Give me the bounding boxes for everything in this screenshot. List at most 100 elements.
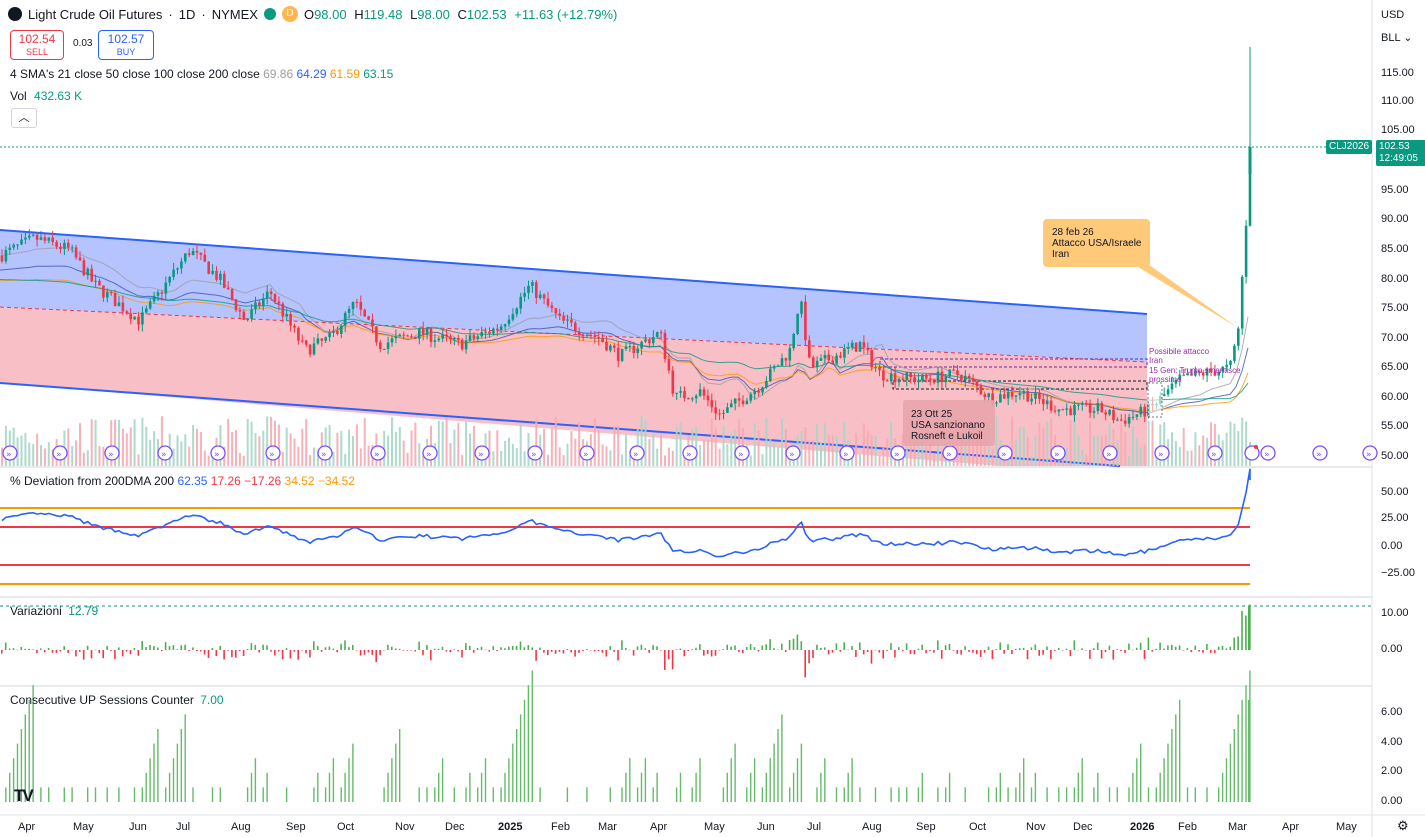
volume-legend[interactable]: Vol 432.63 K <box>10 89 83 103</box>
callout-28feb[interactable] <box>1043 219 1150 267</box>
volume-bar <box>98 446 101 466</box>
volume-bar <box>812 439 815 466</box>
consecutive-bar <box>165 787 167 802</box>
dev-value-0: 62.35 <box>177 474 208 488</box>
candle-body <box>460 339 464 350</box>
zone-box-2[interactable] <box>892 380 1148 390</box>
note-possibile-attacco[interactable]: Possibile attacco Iran <box>1149 347 1210 365</box>
candle-body <box>1084 402 1088 404</box>
currency-selector[interactable]: USD <box>1381 9 1405 21</box>
volume-bar <box>855 432 858 466</box>
candle-body <box>601 338 604 343</box>
chevron-up-icon[interactable]: ︿ <box>11 108 37 128</box>
volume-bar <box>500 450 503 466</box>
volume-bar <box>258 436 261 466</box>
variazioni-bar <box>874 649 877 651</box>
volume-bar <box>293 438 296 466</box>
candle-body <box>59 246 62 249</box>
variazioni-legend[interactable]: Variazioni 12.79 <box>10 604 99 618</box>
volume-bar <box>862 423 865 466</box>
channel-top-line[interactable] <box>0 229 1148 315</box>
candle-body <box>733 398 737 404</box>
candle-body <box>948 369 951 377</box>
candle-body <box>269 291 273 294</box>
note-trump[interactable]: 15 Gen: Trump smentisce prossimo <box>1149 366 1241 384</box>
volume-bar <box>644 420 647 466</box>
market-open-icon[interactable] <box>263 8 276 20</box>
event-icon-glyph: » <box>583 450 589 460</box>
variazioni-bar <box>328 646 331 650</box>
time-axis-label: Nov <box>395 821 415 833</box>
event-icons[interactable]: » » » » » » » » » » » » » » » » » » » » » » » » » » » <box>2 445 1378 461</box>
variazioni-bar <box>16 649 19 651</box>
consecutive-bar <box>781 714 783 802</box>
symbol-name[interactable]: Light Crude Oil Futures <box>28 6 163 22</box>
candle-body <box>1201 372 1205 376</box>
volume-bar <box>714 427 717 466</box>
candle-body <box>1026 391 1029 402</box>
consecutive-bar <box>12 758 15 802</box>
tradingview-logo[interactable]: TV <box>14 786 34 805</box>
candle-body <box>718 413 721 415</box>
variazioni-bar <box>956 650 959 654</box>
sell-button[interactable]: 102.54 SELL <box>10 30 64 60</box>
deviation-axis-label: 25.00 <box>1381 512 1409 524</box>
volume-bar <box>28 442 31 466</box>
price-axis-label: 65.00 <box>1381 361 1409 373</box>
variazioni-bar <box>835 643 838 650</box>
variazioni-bar <box>1034 644 1037 650</box>
volume-bar <box>465 421 468 466</box>
volume-bar <box>523 451 526 466</box>
gear-icon[interactable]: ⚙ <box>1397 818 1409 833</box>
volume-bar <box>640 416 643 466</box>
event-icon-glyph: » <box>946 450 952 460</box>
variazioni-bar <box>687 650 689 651</box>
variazioni-bar <box>519 641 522 650</box>
volume-bar <box>1018 427 1021 466</box>
consecutive-bar <box>730 758 732 802</box>
callout-23ott[interactable] <box>903 400 995 446</box>
consecutive-bar <box>656 772 658 802</box>
candle-body <box>371 319 374 327</box>
volume-bar <box>469 433 471 466</box>
sma-legend[interactable]: 4 SMA's 21 close 50 close 100 close 200 … <box>10 67 394 81</box>
channel-bottom-line[interactable] <box>0 382 1121 467</box>
consecutive-legend[interactable]: Consecutive UP Sessions Counter 7.00 <box>10 693 224 707</box>
candle-body <box>382 348 386 350</box>
variazioni-bar <box>628 649 631 651</box>
zone-box-1[interactable] <box>879 358 1148 368</box>
candle-body <box>1096 403 1100 411</box>
variazioni-bar <box>110 650 112 651</box>
deviation-legend[interactable]: % Deviation from 200DMA 200 62.35 17.26 … <box>10 474 355 488</box>
consecutive-bar <box>1023 758 1025 802</box>
volume-bar <box>874 435 877 466</box>
variazioni-bar <box>597 650 600 652</box>
price-candles[interactable] <box>0 47 1252 428</box>
variazioni-bar <box>968 650 970 652</box>
volume-bar <box>125 433 128 466</box>
delayed-badge[interactable]: D <box>281 6 298 22</box>
volume-bar <box>340 430 343 466</box>
symbol-header[interactable]: Light Crude Oil Futures · 1D · NYMEX D O… <box>8 6 621 22</box>
event-icon-glyph: » <box>214 450 220 460</box>
interval-label[interactable]: 1D <box>178 6 196 22</box>
volume-bar <box>410 430 413 466</box>
unit-selector[interactable]: BLL ⌄ <box>1381 32 1413 44</box>
variazioni-bar <box>40 648 42 650</box>
consecutive-bar <box>917 787 920 802</box>
variazioni-bar <box>102 650 104 659</box>
consecutive-bar <box>340 787 342 802</box>
buy-button[interactable]: 102.57 BUY <box>98 30 154 60</box>
variazioni-bar <box>1022 647 1025 650</box>
deviation-line[interactable] <box>1 468 1251 558</box>
candle-body <box>1077 404 1080 406</box>
candle-body <box>488 331 491 334</box>
variazioni-bar <box>4 642 7 650</box>
volume-bar <box>870 434 873 466</box>
candle-body <box>160 292 164 294</box>
variazioni-bar <box>632 650 635 656</box>
volume-bar <box>32 444 35 466</box>
consecutive-bar <box>890 787 892 802</box>
candle-body <box>277 301 281 304</box>
